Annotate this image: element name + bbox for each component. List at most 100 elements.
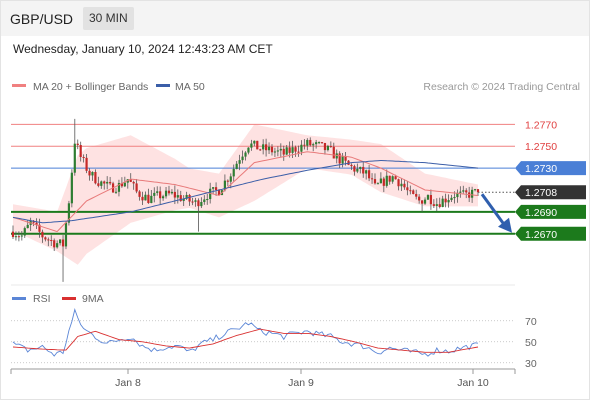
candle-body [291, 147, 294, 153]
price-chart: 1.2770 1.2750 1.2730 1.2708 1.2690 1.2670 [11, 118, 586, 282]
candle-body [400, 183, 403, 187]
candle-body [297, 151, 300, 153]
candle-body [341, 156, 344, 164]
candle-body [282, 148, 285, 155]
candle-body [276, 150, 279, 152]
candle-body [444, 198, 447, 203]
level-1-2730-label: 1.2730 [525, 163, 557, 175]
candle-body [206, 199, 209, 201]
candle-body [391, 176, 394, 182]
candle-body [100, 181, 103, 186]
candle-body [11, 231, 15, 238]
candle-body [91, 172, 94, 176]
candle-body [159, 191, 162, 199]
level-1-2708-tag [515, 185, 586, 200]
candle-body [173, 191, 176, 198]
forecast-arrow-shaft [480, 193, 507, 227]
level-1-2670-label: 1.2670 [525, 229, 557, 241]
candle-body [453, 197, 456, 199]
candle-body [203, 199, 206, 203]
candle-body [435, 204, 438, 206]
candle-body [465, 190, 468, 193]
candle-body [114, 191, 118, 193]
candle-body [61, 239, 65, 247]
candle-body [356, 168, 359, 172]
candle-body [138, 191, 141, 197]
candle-body [47, 239, 50, 241]
candle-body [473, 189, 477, 191]
candle-body [376, 183, 380, 185]
candle-body [241, 156, 244, 161]
x-tick-label: Jan 8 [115, 377, 141, 389]
candle-body [214, 187, 218, 190]
candle-body [17, 236, 20, 238]
candle-body [147, 194, 150, 204]
candle-body [326, 145, 330, 151]
candle-body [379, 178, 382, 184]
candle-body [85, 157, 88, 171]
bb-legend-swatch [12, 84, 26, 87]
candle-body [164, 190, 168, 197]
timeframe-badge[interactable]: 30 MIN [83, 7, 134, 30]
ma50-line [12, 159, 479, 224]
level-1-2730-tag [515, 161, 586, 176]
candle-body [50, 240, 53, 242]
level-1-2770-label: 1.2770 [525, 119, 557, 131]
ma9-legend-swatch [62, 297, 76, 300]
candle-body [209, 188, 212, 200]
candle-body [256, 140, 259, 150]
candle-body [35, 222, 38, 225]
candle-body [64, 222, 68, 247]
candle-body [56, 243, 59, 248]
rsi-chart: 70 50 30 [11, 308, 537, 370]
candle-body [44, 237, 47, 240]
candle-body [23, 228, 26, 236]
level-1-2690-label: 1.2690 [525, 207, 557, 219]
candle-body [471, 189, 474, 198]
rsi-legend-label: RSI [33, 293, 51, 305]
level-1-2708-label: 1.2708 [525, 187, 557, 199]
candle-body [450, 197, 453, 201]
candle-body [250, 143, 253, 148]
candle-body [79, 144, 82, 157]
candle-body [188, 194, 191, 202]
copyright-text: Research © 2024 Trading Central [423, 81, 580, 93]
candle-body [303, 144, 306, 146]
candle-body [232, 168, 235, 177]
ma50-legend-label: MA 50 [175, 81, 205, 93]
candle-body [123, 182, 126, 187]
candle-body [244, 152, 247, 157]
candle-body [429, 195, 433, 205]
candle-body [432, 204, 435, 206]
rsi-tick-30: 30 [525, 358, 537, 370]
candle-body [106, 181, 109, 184]
candle-body [212, 187, 215, 189]
candle-body [382, 178, 385, 186]
candle-body [103, 181, 106, 184]
rsi-legend-swatch [12, 297, 26, 300]
candle-body [394, 176, 397, 180]
candle-body [317, 142, 321, 144]
rsi-tick-70: 70 [525, 316, 537, 328]
candle-body [315, 142, 318, 145]
bollinger-band [13, 124, 478, 265]
candle-body [94, 172, 97, 184]
candle-body [191, 201, 194, 203]
ma9-legend-label: 9MA [82, 293, 104, 305]
candle-body [20, 235, 23, 237]
candle-body [406, 187, 409, 191]
candle-body [365, 170, 368, 174]
candle-body [335, 153, 338, 159]
rsi-tick-50: 50 [525, 337, 537, 349]
candle-body [412, 190, 415, 194]
candle-body [88, 170, 91, 176]
candle-body [120, 182, 123, 187]
candle-body [409, 190, 412, 192]
candle-body [418, 196, 421, 201]
candle-body [426, 195, 430, 200]
candle-body [14, 236, 18, 238]
candle-body [141, 196, 144, 201]
candle-body [262, 144, 265, 150]
candle-body [265, 144, 268, 151]
level-1-2670-tag [515, 226, 586, 241]
